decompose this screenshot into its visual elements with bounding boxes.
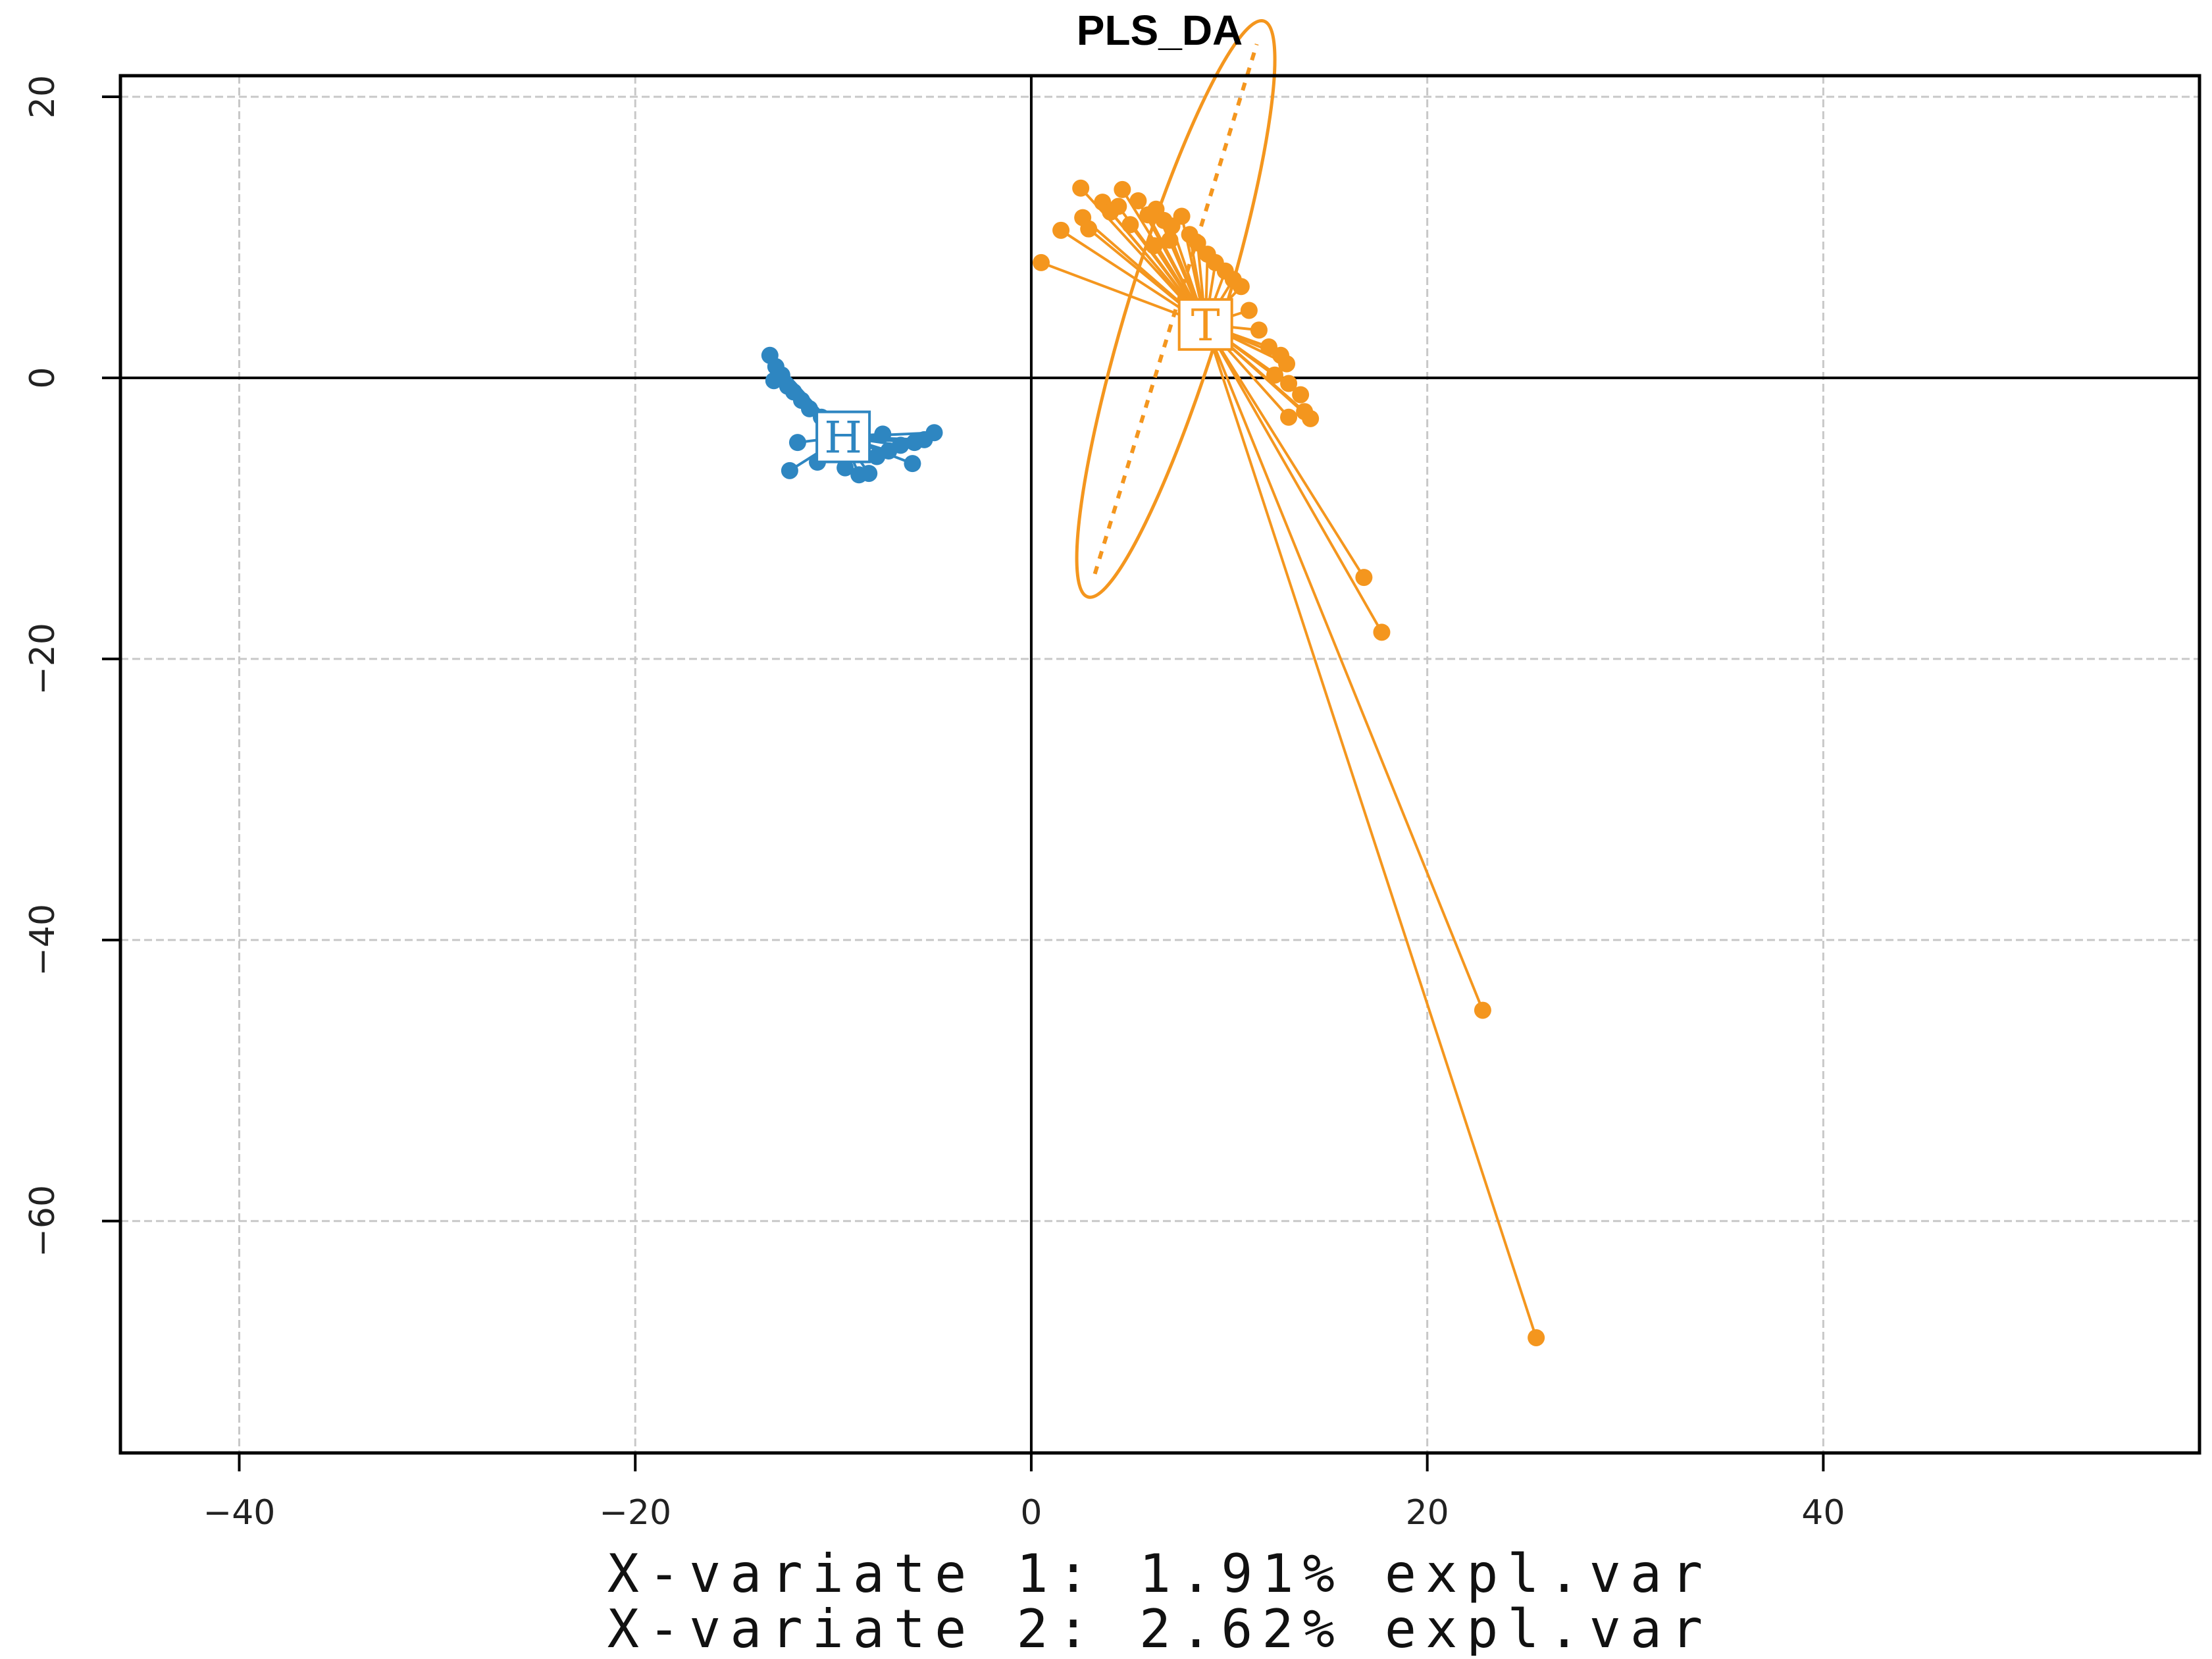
x-tick-label: 0: [1020, 1493, 1042, 1533]
data-point-H: [925, 424, 943, 442]
data-point-H: [836, 459, 854, 477]
data-point-H: [874, 425, 892, 443]
data-point-T: [1145, 237, 1163, 255]
data-point-T: [1240, 302, 1258, 319]
data-point-H: [860, 465, 878, 483]
data-point-T: [1280, 375, 1298, 392]
data-point-T: [1072, 179, 1090, 197]
axes: −40 −20 0 20 40 20 0 −20 −40 −60: [23, 75, 1845, 1533]
data-point-T: [1278, 355, 1296, 373]
y-tick-label: 0: [23, 367, 63, 388]
data-point-T: [1232, 278, 1250, 296]
centroid-label-H: H: [824, 413, 862, 463]
data-point-T: [1173, 207, 1191, 225]
reference-lines: [120, 76, 2199, 1453]
data-point-T: [1373, 623, 1391, 641]
data-point-T: [1528, 1329, 1545, 1346]
data-point-T: [1052, 221, 1070, 239]
data-point-H: [800, 400, 818, 417]
data-point-T: [1292, 386, 1310, 404]
x-tick-label: 40: [1801, 1493, 1845, 1533]
ellipse-axis-T: [1093, 43, 1259, 575]
data-point-T: [1474, 1001, 1491, 1019]
centroid-link-T: [1204, 324, 1538, 1338]
y-tick-label: 20: [23, 75, 63, 118]
centroid-label-T: T: [1191, 300, 1220, 351]
data-point-T: [1114, 180, 1131, 198]
x-tick-label: −20: [599, 1493, 671, 1533]
data-point-T: [1032, 253, 1050, 271]
data-point-T: [1080, 220, 1098, 238]
x-axis-label-2: X-variate 2: 2.62% expl.var: [607, 1598, 1712, 1656]
series-H: H: [761, 346, 943, 484]
data-point-H: [904, 455, 921, 473]
data-point-H: [765, 372, 783, 390]
centroid-box-T: [1177, 298, 1233, 351]
data-point-T: [1280, 408, 1298, 426]
centroid-link-T: [1204, 323, 1366, 579]
x-tick-label: −40: [203, 1493, 276, 1533]
data-point-H: [781, 461, 798, 479]
centroid-link-T: [1204, 324, 1484, 1011]
x-axis-label-1: X-variate 1: 1.91% expl.var: [607, 1543, 1712, 1604]
x-tick-label: 20: [1406, 1493, 1449, 1533]
data-point-T: [1266, 366, 1283, 384]
data-point-T: [1250, 321, 1268, 339]
data-point-T: [1121, 216, 1139, 234]
data-point-T: [1161, 231, 1179, 249]
plot-frame: [118, 74, 2201, 1455]
data-point-T: [1189, 234, 1206, 252]
centroid-link-T: [1204, 323, 1383, 633]
data-point-H: [788, 434, 806, 452]
data-point-T: [1260, 338, 1277, 356]
y-tick-label: −60: [23, 1185, 63, 1257]
series-layer: HT: [761, 19, 1545, 1346]
y-tick-label: −40: [23, 904, 63, 976]
centroid-box-H: [815, 410, 871, 463]
data-point-T: [1355, 569, 1373, 587]
chart-title: PLS_DA: [1077, 7, 1243, 54]
data-point-H: [892, 436, 910, 454]
y-tick-label: −20: [23, 623, 63, 695]
series-T: T: [1032, 19, 1545, 1346]
data-point-T: [1110, 198, 1127, 215]
data-point-T: [1302, 409, 1320, 427]
data-point-T: [1129, 192, 1147, 209]
